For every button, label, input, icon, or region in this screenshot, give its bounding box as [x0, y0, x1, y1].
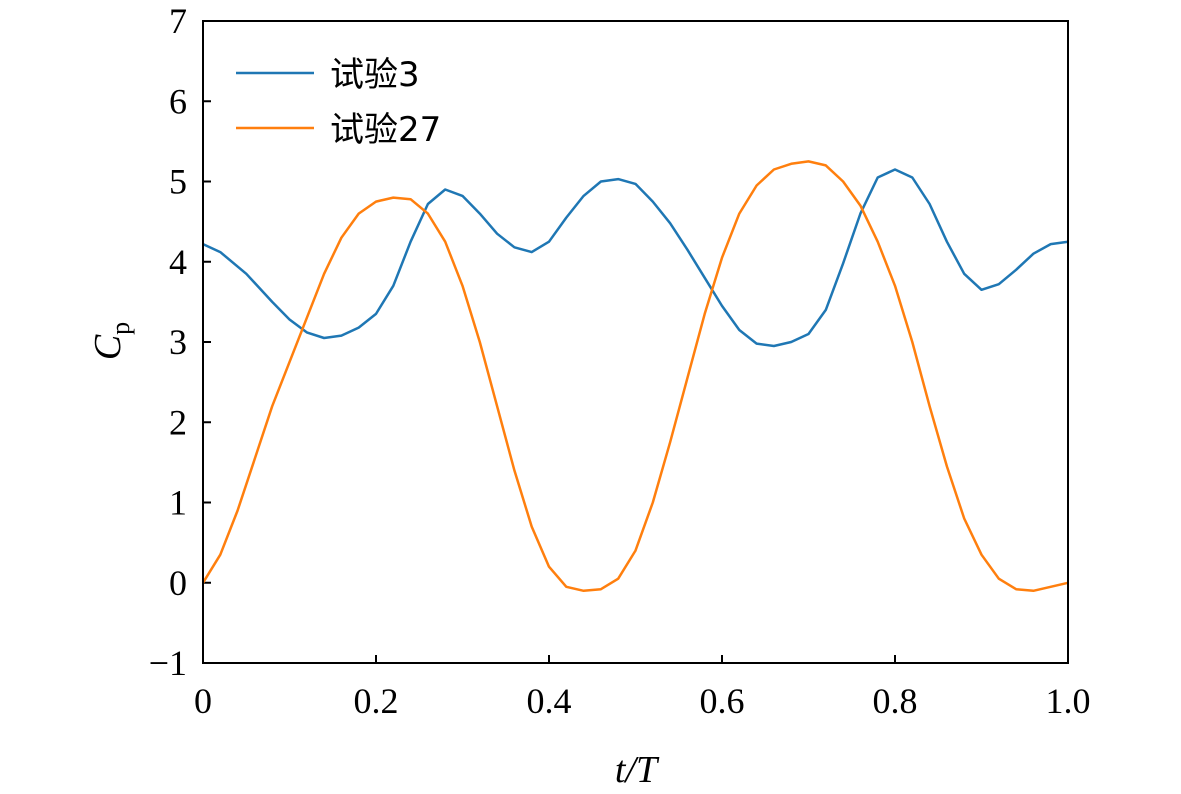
series-line-2	[201, 160, 1069, 593]
svg-text:Cp: Cp	[87, 322, 135, 360]
x-axis-title: t/T	[615, 749, 660, 791]
y-tick-label: 4	[169, 242, 187, 282]
x-tick-label: 0	[194, 681, 212, 721]
y-tick-label: 3	[169, 322, 187, 362]
plot-lines	[201, 160, 1069, 593]
legend: 试验3 试验27	[236, 55, 441, 150]
x-axis-ticks: 0 0.2 0.4 0.6 0.8 1.0	[194, 655, 1091, 721]
y-tick-label: 2	[169, 402, 187, 442]
x-tick-label: 0.8	[873, 681, 918, 721]
y-tick-label: −1	[149, 643, 187, 683]
y-axis-title: Cp	[87, 322, 135, 360]
x-tick-label: 0.6	[700, 681, 745, 721]
y-axis-title-sub: p	[106, 322, 135, 335]
x-tick-label: 1.0	[1046, 681, 1091, 721]
series-line-1	[202, 168, 1069, 348]
x-tick-label: 0.2	[354, 681, 399, 721]
y-tick-label: 7	[169, 1, 187, 41]
plot-frame	[202, 20, 1069, 664]
y-axis-ticks: −1 0 1 2 3 4 5 6 7	[149, 1, 211, 683]
y-tick-label: 6	[169, 81, 187, 121]
y-tick-label: 1	[169, 483, 187, 523]
y-tick-label: 0	[169, 563, 187, 603]
legend-label-series-2: 试验27	[330, 110, 441, 150]
legend-label-series-1: 试验3	[330, 55, 420, 95]
y-tick-label: 5	[169, 162, 187, 202]
x-tick-label: 0.4	[527, 681, 572, 721]
y-axis-title-main: C	[87, 334, 129, 360]
